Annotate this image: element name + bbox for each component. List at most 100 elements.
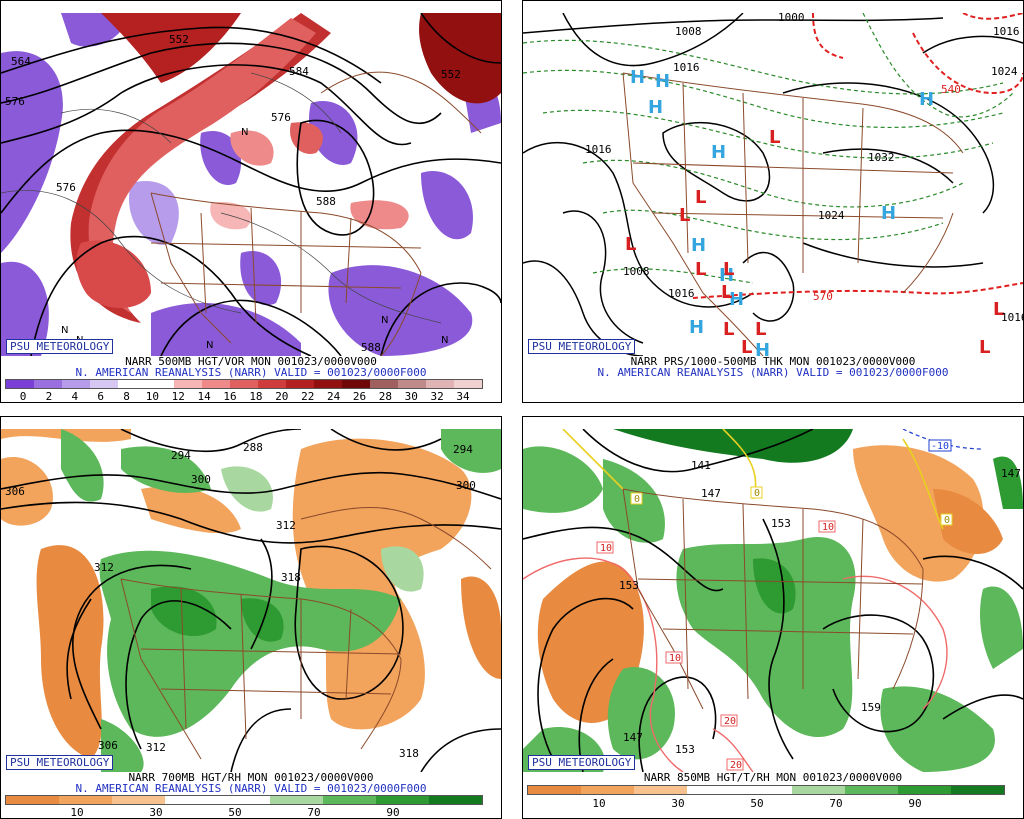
colorbar-swatch: [376, 796, 430, 804]
colorbar-swatch: [34, 380, 62, 388]
low-pressure-icon: L: [723, 259, 734, 280]
colorbar-swatch: [6, 380, 34, 388]
contour-label: 552: [441, 68, 461, 81]
panel-subtitle: N. AMERICAN REANALYSIS (NARR) VALID = 00…: [597, 366, 949, 379]
psu-meteorology-label: PSU METEOROLOGY: [528, 755, 636, 770]
contour-label: 588: [361, 341, 381, 354]
low-pressure-icon: L: [695, 259, 706, 280]
high-pressure-icon: H: [711, 142, 726, 163]
contour-label: 306: [5, 485, 25, 498]
temperature-label: 0: [944, 515, 950, 526]
contour-label: 318: [281, 571, 301, 584]
svg-text:N: N: [61, 325, 68, 336]
svg-text:N: N: [206, 340, 213, 351]
temperature-label: 0: [754, 488, 760, 499]
colorbar-swatch: [230, 380, 258, 388]
temperature-label: 20: [724, 716, 736, 727]
colorbar-swatch: [323, 796, 377, 804]
contour-label: 1016: [585, 143, 612, 156]
colorbar-tick-label: 18: [249, 390, 263, 403]
colorbar-swatch: [146, 380, 174, 388]
low-pressure-icon: L: [741, 337, 752, 356]
colorbar-swatch: [792, 786, 846, 794]
colorbar-tick-label: 6: [97, 390, 104, 403]
low-pressure-icon: L: [625, 234, 636, 255]
contour-label: 294: [453, 443, 473, 456]
svg-text:N: N: [441, 335, 448, 346]
low-pressure-icon: L: [679, 205, 690, 226]
colorbar-tick-label: 70: [307, 806, 321, 819]
colorbar-tick-label: 8: [123, 390, 130, 403]
colorbar-tick-label: 0: [19, 390, 27, 403]
contour-label: 288: [243, 441, 263, 454]
colorbar-swatch: [398, 380, 426, 388]
contour-label: 294: [171, 449, 191, 462]
colorbar-tick-label: 28: [378, 390, 392, 403]
contour-label: 300: [191, 473, 211, 486]
colorbar-tick-label: 4: [71, 390, 79, 403]
contour-label: 1008: [623, 265, 650, 278]
low-pressure-icon: L: [695, 187, 706, 208]
colorbar-tick-label: 30: [671, 797, 685, 810]
panel-title: NARR PRS/1000-500MB THK MON 001023/0000V…: [630, 355, 916, 368]
contour-label: 1024: [818, 209, 845, 222]
contour-label: 312: [94, 561, 114, 574]
colorbar-swatch: [62, 380, 90, 388]
colorbar-swatch: [270, 796, 324, 804]
colorbar: [5, 379, 483, 389]
colorbar-swatch: [6, 796, 59, 804]
panel-700mb-rh: 294 288 300 306 312 312 318 306 312 318 …: [0, 416, 502, 819]
colorbar-tick-label: 14: [197, 390, 211, 403]
contour-label: 153: [619, 579, 639, 592]
colorbar-tick-label: 20: [275, 390, 289, 403]
psu-meteorology-label: PSU METEOROLOGY: [528, 339, 636, 354]
low-pressure-icon: L: [979, 337, 990, 356]
colorbar-swatch: [845, 786, 899, 794]
colorbar-tick-label: 50: [228, 806, 242, 819]
colorbar-swatch: [90, 380, 118, 388]
colorbar-swatch: [342, 380, 370, 388]
colorbar: [5, 795, 483, 805]
panel-title: NARR 700MB HGT/RH MON 001023/0000V000: [128, 771, 374, 784]
contour-label: 1016: [673, 61, 700, 74]
colorbar-swatch: [739, 786, 793, 794]
temperature-label: 10: [600, 543, 612, 554]
panel-850mb-temp-rh: 141 147 153 153 159 147 153 147 10 10 10…: [522, 416, 1024, 819]
high-pressure-icon: H: [881, 203, 896, 224]
contour-label: 570: [813, 290, 833, 303]
colorbar-ticks: 10 30 50 70 90: [527, 797, 1007, 810]
high-pressure-icon: H: [719, 265, 734, 286]
colorbar-swatch: [429, 796, 483, 804]
contour-label: 1016: [993, 25, 1020, 38]
svg-text:N: N: [241, 127, 248, 138]
map-sea-level-pressure: H H H H H H H H H H H L L L L L L L L: [523, 13, 1023, 356]
psu-meteorology-label: PSU METEOROLOGY: [6, 755, 114, 770]
contour-label: 141: [691, 459, 711, 472]
contour-label: 312: [276, 519, 296, 532]
colorbar-tick-label: 10: [592, 797, 606, 810]
contour-label: 312: [146, 741, 166, 754]
psu-meteorology-label: PSU METEOROLOGY: [6, 339, 114, 354]
colorbar-tick-label: 34: [456, 390, 470, 403]
colorbar-tick-label: 24: [326, 390, 341, 403]
contour-label: 318: [399, 747, 419, 760]
colorbar-swatch: [217, 796, 271, 804]
colorbar-tick-label: 32: [430, 390, 444, 403]
colorbar-swatch: [426, 380, 454, 388]
contour-label: 306: [98, 739, 118, 752]
colorbar-tick-label: 2: [45, 390, 53, 403]
high-pressure-icon: H: [655, 71, 670, 92]
colorbar-tick-label: 90: [908, 797, 922, 810]
low-pressure-icon: L: [993, 299, 1004, 320]
map-850mb-temp-rh: 141 147 153 153 159 147 153 147 10 10 10…: [523, 429, 1023, 772]
temperature-label: 0: [634, 494, 640, 505]
colorbar-swatch: [454, 380, 482, 388]
low-pressure-icon: L: [723, 319, 734, 340]
contour-label: 564: [11, 55, 31, 68]
colorbar-ticks: 0 2 4 6 8 10 12 14 16 18 20 22 24 26 28 30 32 34: [5, 390, 485, 402]
high-pressure-icon: H: [648, 97, 663, 118]
contour-label: 1008: [675, 25, 702, 38]
high-pressure-icon: H: [691, 235, 706, 256]
colorbar-swatch: [686, 786, 740, 794]
high-pressure-icon: H: [729, 289, 744, 310]
